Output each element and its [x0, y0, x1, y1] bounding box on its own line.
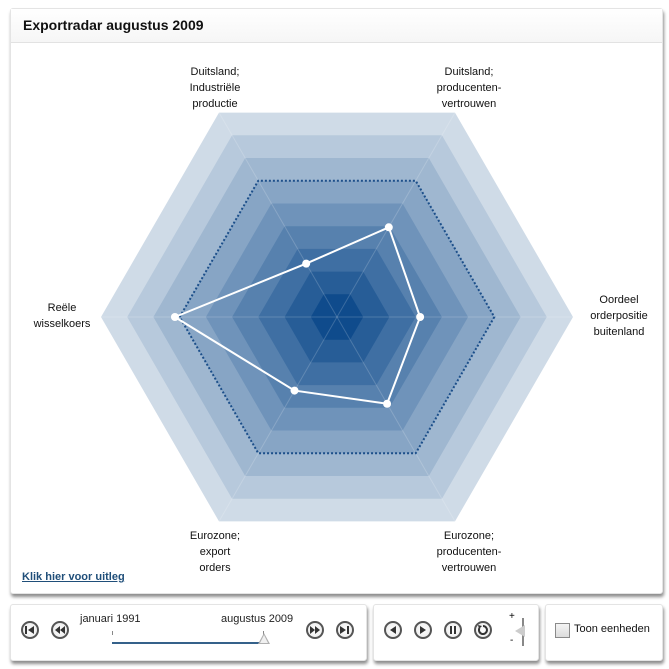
timeline-end-label: augustus 2009 [221, 613, 294, 625]
options-panel: Toon eenheden [545, 604, 663, 661]
pause-icon [450, 626, 456, 634]
volume-plus-label: + [509, 611, 515, 622]
show-units-checkbox[interactable] [555, 623, 570, 638]
play-reverse-icon [390, 626, 396, 634]
axis-label-line: Eurozone; [443, 530, 495, 542]
skip-end-icon [340, 626, 349, 634]
data-point[interactable] [302, 259, 311, 268]
axis-label: Duitsland; Industriële productie [160, 64, 270, 112]
axis-label-line: producenten- [436, 546, 502, 558]
scale-ring [310, 294, 364, 340]
timeline-panel: januari 1991 augustus 2009 [10, 604, 367, 661]
explanation-link[interactable]: Klik hier voor uitleg [22, 571, 125, 583]
radar-chart [101, 112, 573, 522]
playback-panel: + - [373, 604, 539, 661]
first-frame-button[interactable] [21, 621, 39, 639]
play-icon [420, 626, 426, 634]
axis-label-line: Industriële [189, 82, 241, 94]
axis-label-line: vertrouwen [441, 98, 497, 110]
speed-slider-thumb[interactable] [515, 625, 525, 637]
data-point[interactable] [290, 386, 299, 395]
axis-label-line: vertrouwen [441, 562, 497, 574]
axis-label-line: Duitsland; [190, 66, 240, 78]
data-point[interactable] [170, 313, 179, 321]
play-button[interactable] [414, 621, 432, 639]
show-units-label: Toon eenheden [574, 623, 650, 635]
skip-start-icon [25, 626, 34, 634]
axis-label-line: productie [192, 98, 238, 110]
axis-label: Eurozone; export orders [160, 528, 270, 576]
data-point[interactable] [383, 399, 392, 408]
axis-label-line: Oordeel [599, 294, 639, 306]
timeline-start-label: januari 1991 [80, 613, 141, 625]
timeline-slider-thumb[interactable] [258, 633, 270, 644]
data-point[interactable] [416, 313, 425, 321]
rewind-icon [55, 626, 65, 634]
axis-label: Eurozone; producenten-vertrouwen [414, 528, 524, 576]
volume-minus-label: - [510, 635, 514, 646]
axis-label-line: Duitsland; [444, 66, 494, 78]
axis-label-line: export [199, 546, 231, 558]
step-forward-button[interactable] [306, 621, 324, 639]
axis-label: Duitsland; producenten-vertrouwen [414, 64, 524, 112]
previous-button[interactable] [384, 621, 402, 639]
axis-label: Reële wisselkoers [7, 300, 117, 332]
axis-label-line: orderpositie [590, 310, 648, 322]
axis-label-line: Eurozone; [189, 530, 241, 542]
axis-label-line: Reële [47, 302, 77, 314]
panel-header: Exportradar augustus 2009 [11, 9, 662, 43]
fast-forward-icon [310, 626, 320, 634]
page-title: Exportradar augustus 2009 [23, 17, 204, 33]
last-frame-button[interactable] [336, 621, 354, 639]
data-point[interactable] [384, 223, 393, 232]
reference-ring [178, 179, 496, 455]
radar-panel: Exportradar augustus 2009 Duitsland; prod… [10, 8, 663, 594]
replay-icon [478, 625, 488, 635]
axis-label-line: producenten- [436, 82, 502, 94]
axis-label-line: orders [199, 562, 231, 574]
start-tick [112, 631, 113, 635]
axis-label: Oordeel orderpositie buitenland [564, 292, 669, 340]
replay-button[interactable] [474, 621, 492, 639]
pause-button[interactable] [444, 621, 462, 639]
axis-spoke [218, 112, 456, 522]
axis-label-line: buitenland [593, 326, 645, 338]
axis-label-line: wisselkoers [33, 318, 91, 330]
timeline-slider-track[interactable] [112, 642, 264, 644]
step-back-button[interactable] [51, 621, 69, 639]
